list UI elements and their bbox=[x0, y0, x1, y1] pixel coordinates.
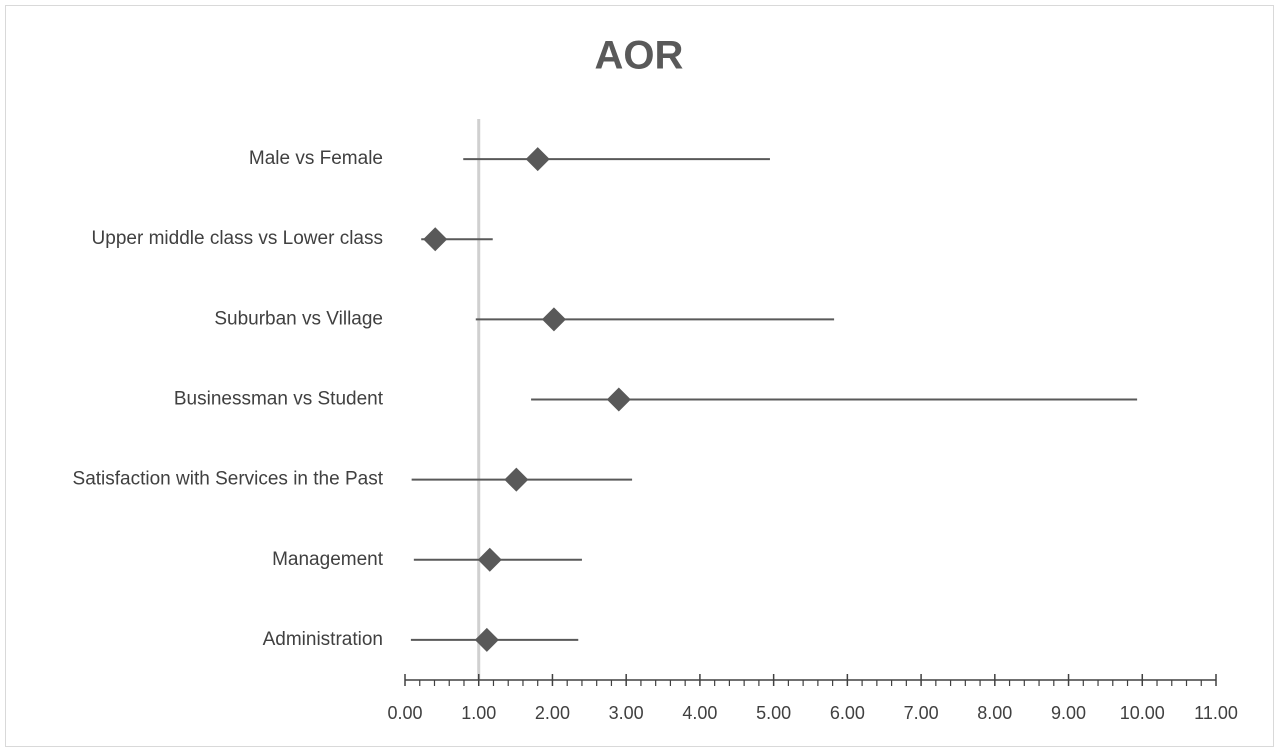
x-tick-label: 10.00 bbox=[1120, 703, 1165, 723]
point-estimate bbox=[606, 387, 631, 412]
y-category-label: Satisfaction with Services in the Past bbox=[73, 469, 384, 490]
point-estimate bbox=[477, 547, 502, 572]
x-tick-label: 4.00 bbox=[682, 703, 717, 723]
x-tick-label: 8.00 bbox=[977, 703, 1012, 723]
y-category-label: Administration bbox=[263, 629, 383, 650]
x-tick-label: 11.00 bbox=[1194, 703, 1238, 723]
y-category-label: Upper middle class vs Lower class bbox=[92, 228, 383, 249]
point-estimate bbox=[504, 467, 529, 492]
point-estimate bbox=[525, 147, 550, 172]
x-tick-label: 5.00 bbox=[756, 703, 791, 723]
x-tick-label: 9.00 bbox=[1051, 703, 1086, 723]
x-tick-label: 7.00 bbox=[904, 703, 939, 723]
x-tick-label: 0.00 bbox=[387, 703, 422, 723]
x-tick-label: 6.00 bbox=[830, 703, 865, 723]
x-tick-label: 1.00 bbox=[461, 703, 496, 723]
y-category-label: Businessman vs Student bbox=[174, 389, 384, 410]
point-estimate bbox=[541, 307, 566, 332]
chart-border bbox=[5, 5, 1274, 747]
y-category-label: Male vs Female bbox=[249, 148, 383, 169]
x-tick-label: 3.00 bbox=[609, 703, 644, 723]
point-estimate bbox=[474, 627, 499, 652]
chart-title: AOR bbox=[595, 34, 684, 78]
x-tick-label: 2.00 bbox=[535, 703, 570, 723]
y-category-label: Management bbox=[272, 549, 384, 570]
point-estimate bbox=[423, 227, 448, 252]
y-category-label: Suburban vs Village bbox=[214, 308, 383, 329]
